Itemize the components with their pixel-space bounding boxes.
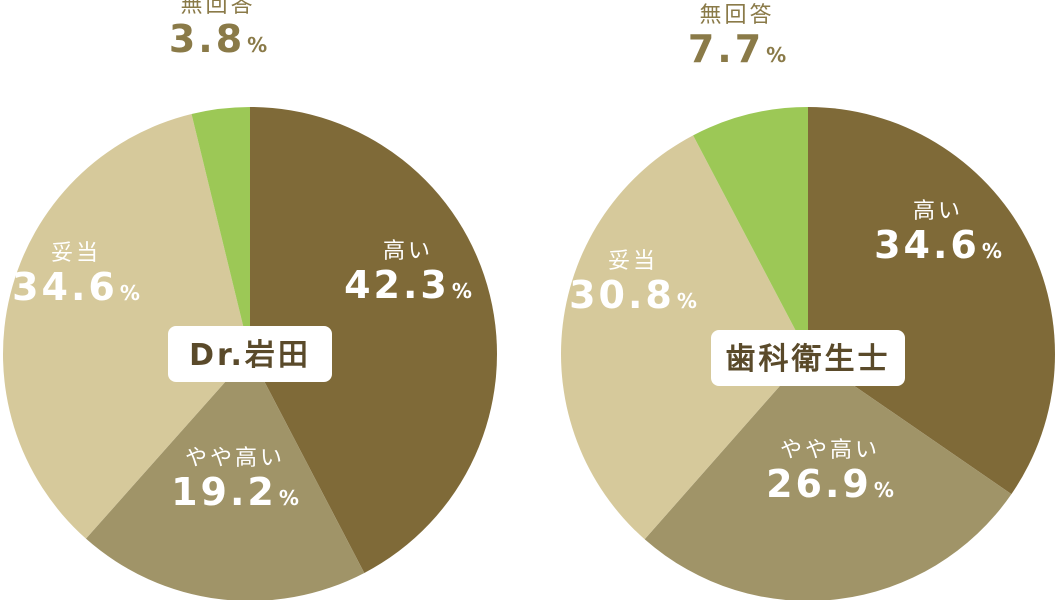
center-label: Dr.岩田 <box>189 338 311 373</box>
pie-slice-4 <box>693 107 808 354</box>
slice-value-label: 30.8% <box>569 273 697 317</box>
pie-slice-3 <box>561 135 808 540</box>
pie-slice-2 <box>85 354 365 600</box>
slice-value-label: 7.7% <box>688 27 786 71</box>
slice-category-label: やや高い <box>780 438 880 463</box>
slice-category-label: 高い <box>383 239 433 264</box>
pie-slice-1 <box>250 107 498 573</box>
slice-value-label: 19.2% <box>171 470 299 514</box>
pie-slice-3 <box>3 114 250 539</box>
slice-category-label: 妥当 <box>608 249 658 274</box>
pie-slice-2 <box>644 354 1012 600</box>
slice-value-label: 42.3% <box>344 263 472 307</box>
center-label-box <box>168 326 332 382</box>
slice-value-label: 34.6% <box>12 265 140 309</box>
slice-category-label: 高い <box>913 199 963 224</box>
slice-category-label: やや高い <box>185 446 285 471</box>
slice-category-label: 無回答 <box>180 0 255 18</box>
slice-value-label: 3.8% <box>169 17 267 61</box>
center-label: 歯科衛生士 <box>726 342 891 377</box>
slice-category-label: 無回答 <box>699 3 774 28</box>
pie-slice-4 <box>191 107 250 354</box>
center-label-box <box>711 330 905 386</box>
pie-slice-1 <box>808 107 1055 495</box>
slice-category-label: 妥当 <box>51 241 101 266</box>
slice-value-label: 34.6% <box>874 223 1002 267</box>
slice-value-label: 26.9% <box>766 462 894 506</box>
